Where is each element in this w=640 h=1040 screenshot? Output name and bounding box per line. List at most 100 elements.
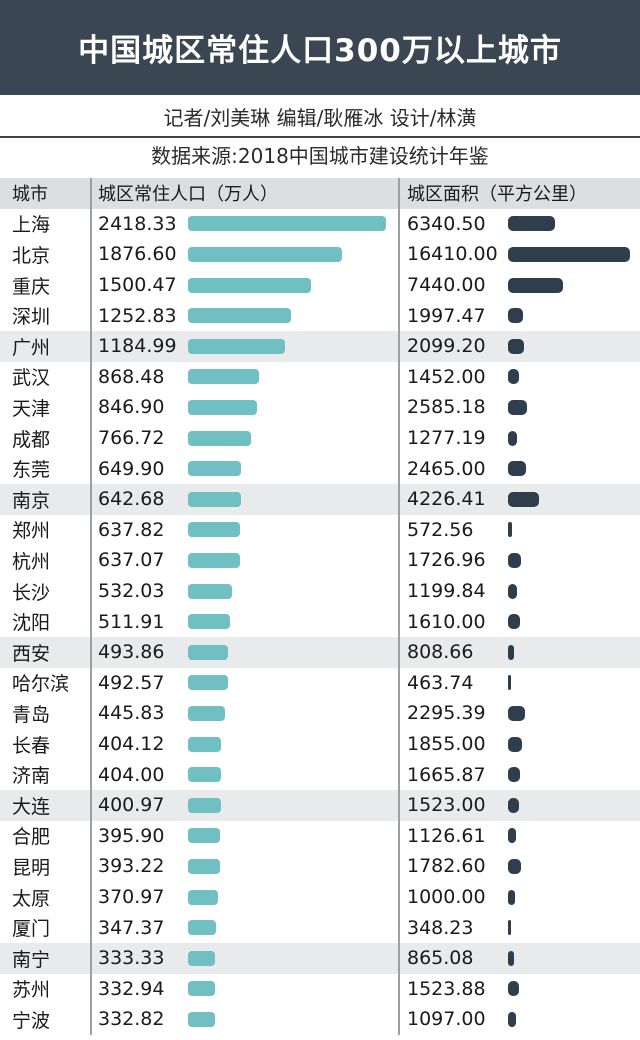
population-value: 2418.33 xyxy=(98,212,177,235)
population-bar xyxy=(188,675,229,691)
city-name: 杭州 xyxy=(12,550,51,573)
page-title: 中国城区常住人口300万以上城市 xyxy=(78,33,562,69)
area-value: 1665.87 xyxy=(407,763,486,786)
population-value: 332.94 xyxy=(98,977,165,1000)
area-bar xyxy=(508,950,515,966)
area-bar xyxy=(508,705,526,721)
city-name: 西安 xyxy=(12,642,51,665)
population-value: 393.22 xyxy=(98,855,165,878)
area-bar xyxy=(508,308,523,324)
table-row: 郑州 637.82 572.56 xyxy=(0,515,640,546)
column-header-population: 城区常住人口（万人） xyxy=(98,184,278,206)
population-bar xyxy=(188,461,242,477)
table-row: 沈阳 511.91 1610.00 xyxy=(0,606,640,637)
divider xyxy=(0,136,640,138)
area-bar xyxy=(508,736,522,752)
table-row: 青岛 445.83 2295.39 xyxy=(0,698,640,729)
area-bar xyxy=(508,338,524,354)
table-row: 广州 1184.99 2099.20 xyxy=(0,331,640,362)
table-row: 南宁 333.33 865.08 xyxy=(0,943,640,974)
city-name: 深圳 xyxy=(12,306,51,329)
population-bar xyxy=(188,767,222,783)
city-name: 重庆 xyxy=(12,275,51,298)
city-name: 南宁 xyxy=(12,948,51,971)
table-row: 东莞 649.90 2465.00 xyxy=(0,453,640,484)
area-value: 2099.20 xyxy=(407,335,486,358)
population-value: 1500.47 xyxy=(98,274,177,297)
city-name: 武汉 xyxy=(12,367,51,390)
population-value: 493.86 xyxy=(98,641,165,664)
separator-city-population xyxy=(90,178,92,1035)
table-row: 大连 400.97 1523.00 xyxy=(0,790,640,821)
area-bar xyxy=(508,981,520,997)
population-value: 766.72 xyxy=(98,427,165,450)
area-bar xyxy=(508,399,528,415)
area-value: 2585.18 xyxy=(407,396,486,419)
table-row: 苏州 332.94 1523.88 xyxy=(0,974,640,1005)
table-row: 昆明 393.22 1782.60 xyxy=(0,851,640,882)
separator-population-area xyxy=(398,178,400,1035)
area-bar xyxy=(508,277,564,293)
table-row: 长沙 532.03 1199.84 xyxy=(0,576,640,607)
population-value: 492.57 xyxy=(98,671,165,694)
population-value: 333.33 xyxy=(98,947,165,970)
area-value: 463.74 xyxy=(407,671,474,694)
population-value: 347.37 xyxy=(98,916,165,939)
area-bar xyxy=(508,767,521,783)
table-row: 济南 404.00 1665.87 xyxy=(0,759,640,790)
area-bar xyxy=(508,614,520,630)
column-header-area: 城区面积（平方公里） xyxy=(407,184,587,206)
population-bar xyxy=(188,430,251,446)
table-row: 武汉 868.48 1452.00 xyxy=(0,362,640,393)
population-bar xyxy=(188,1011,216,1027)
data-source: 数据来源:2018中国城市建设统计年鉴 xyxy=(151,144,489,168)
table-row: 长春 404.12 1855.00 xyxy=(0,729,640,760)
population-value: 868.48 xyxy=(98,365,165,388)
area-value: 1997.47 xyxy=(407,304,486,327)
city-name: 济南 xyxy=(12,765,51,788)
city-name: 成都 xyxy=(12,428,51,451)
city-name: 哈尔滨 xyxy=(12,673,70,696)
city-name: 北京 xyxy=(12,244,51,267)
area-value: 1126.61 xyxy=(407,824,486,847)
population-value: 642.68 xyxy=(98,488,165,511)
population-value: 1252.83 xyxy=(98,304,177,327)
population-bar xyxy=(188,950,216,966)
population-bar xyxy=(188,828,221,844)
table-row: 成都 766.72 1277.19 xyxy=(0,423,640,454)
city-name: 苏州 xyxy=(12,979,51,1002)
population-value: 370.97 xyxy=(98,886,165,909)
city-name: 东莞 xyxy=(12,459,51,482)
area-bar xyxy=(508,430,518,446)
city-name: 昆明 xyxy=(12,856,51,879)
area-value: 348.23 xyxy=(407,916,474,939)
table-row: 西安 493.86 808.66 xyxy=(0,637,640,668)
area-value: 1277.19 xyxy=(407,427,486,450)
area-bar xyxy=(508,644,514,660)
area-bar xyxy=(508,920,511,936)
population-value: 532.03 xyxy=(98,580,165,603)
population-bar xyxy=(188,736,222,752)
area-value: 1523.88 xyxy=(407,977,486,1000)
area-bar xyxy=(508,216,556,232)
population-bar xyxy=(188,308,291,324)
area-bar xyxy=(508,552,521,568)
city-name: 广州 xyxy=(12,336,51,359)
credits: 记者/刘美琳 编辑/耿雁冰 设计/林潢 xyxy=(163,106,477,130)
population-value: 1184.99 xyxy=(98,335,177,358)
area-bar xyxy=(508,522,513,538)
city-name: 沈阳 xyxy=(12,612,51,635)
area-bar xyxy=(508,797,520,813)
population-bar xyxy=(188,797,221,813)
population-value: 1876.60 xyxy=(98,243,177,266)
population-bar xyxy=(188,338,286,354)
area-bar xyxy=(508,675,512,691)
population-bar xyxy=(188,705,225,721)
area-value: 1452.00 xyxy=(407,365,486,388)
city-name: 太原 xyxy=(12,887,51,910)
area-value: 865.08 xyxy=(407,947,474,970)
area-value: 1782.60 xyxy=(407,855,486,878)
population-value: 637.07 xyxy=(98,549,165,572)
table-row: 合肥 395.90 1126.61 xyxy=(0,821,640,852)
area-value: 572.56 xyxy=(407,518,474,541)
